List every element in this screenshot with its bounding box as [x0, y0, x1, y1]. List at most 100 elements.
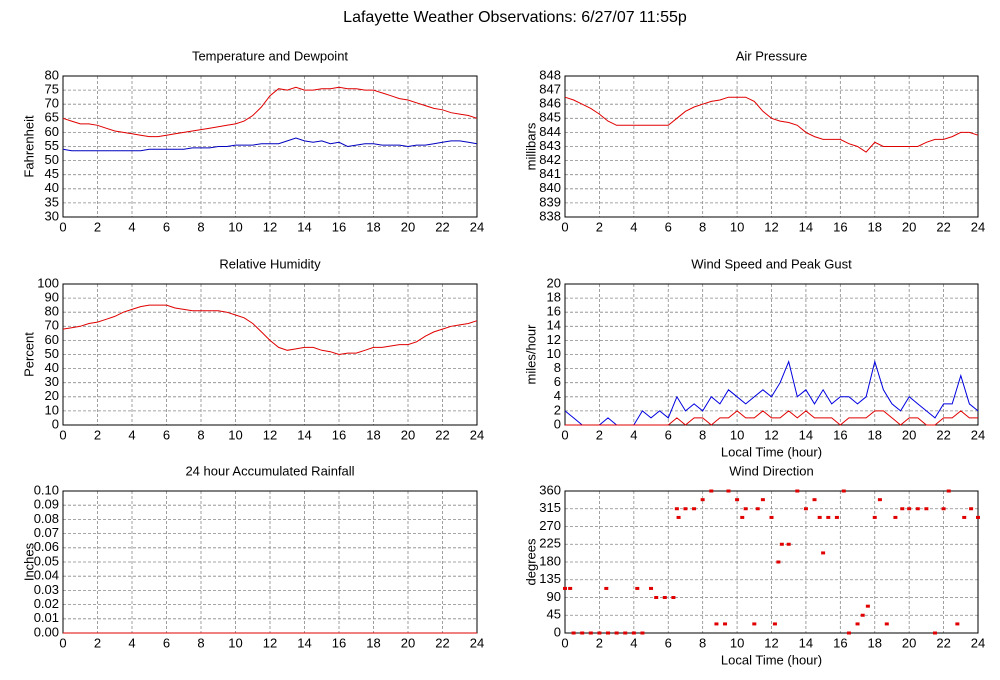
data-point	[884, 622, 889, 626]
y-tick-label: 100	[37, 275, 59, 290]
data-point	[907, 507, 912, 511]
x-tick-label: 0	[561, 427, 568, 442]
y-tick-label: 4	[554, 388, 561, 403]
data-point	[812, 498, 817, 502]
x-tick-label: 18	[366, 635, 380, 650]
chart-title: Relative Humidity	[219, 256, 321, 271]
x-tick-label: 22	[435, 219, 449, 234]
x-tick-label: 24	[470, 219, 484, 234]
y-tick-label: 8	[554, 360, 561, 375]
y-tick-label: 845	[539, 110, 561, 125]
y-tick-label: 65	[45, 110, 59, 125]
x-tick-label: 18	[868, 219, 882, 234]
chart-title: Wind Speed and Peak Gust	[691, 256, 852, 271]
x-tick-label: 10	[228, 219, 242, 234]
x-tick-label: 8	[197, 635, 204, 650]
data-point	[772, 622, 777, 626]
data-line	[62, 137, 478, 152]
data-point	[946, 489, 951, 493]
y-tick-label: 40	[45, 360, 59, 375]
plot-frame	[62, 283, 478, 426]
page-title: Lafayette Weather Observations: 6/27/07 …	[343, 9, 687, 26]
data-point	[795, 489, 800, 493]
y-tick-label: 838	[539, 208, 561, 223]
x-tick-label: 24	[971, 635, 985, 650]
y-tick-label: 839	[539, 194, 561, 209]
x-tick-label: 20	[902, 635, 916, 650]
y-tick-label: 0	[52, 416, 59, 431]
y-tick-label: 180	[539, 553, 561, 568]
x-tick-label: 4	[128, 427, 135, 442]
data-point	[654, 596, 659, 599]
data-point	[841, 489, 846, 493]
y-tick-label: 14	[547, 318, 561, 333]
data-point	[743, 507, 748, 511]
x-tick-label: 2	[596, 427, 603, 442]
data-line	[62, 86, 478, 138]
x-tick-label: 4	[128, 635, 135, 650]
data-point	[604, 586, 609, 590]
data-point	[755, 507, 760, 511]
x-tick-label: 14	[297, 427, 311, 442]
data-point	[769, 515, 774, 519]
x-tick-label: 22	[936, 427, 950, 442]
x-tick-label: 20	[902, 219, 916, 234]
data-point	[709, 489, 714, 493]
data-point	[834, 515, 839, 519]
x-tick-label: 18	[868, 427, 882, 442]
x-axis-label: Local Time (hour)	[721, 444, 822, 459]
data-point	[623, 631, 628, 635]
x-tick-label: 8	[699, 219, 706, 234]
data-point	[671, 596, 676, 599]
data-point	[640, 631, 645, 635]
y-tick-label: 35	[45, 194, 59, 209]
y-tick-label: 55	[45, 138, 59, 153]
x-tick-label: 24	[971, 427, 985, 442]
y-tick-label: 0	[554, 624, 561, 639]
x-tick-label: 14	[799, 219, 813, 234]
x-tick-label: 4	[630, 219, 637, 234]
x-tick-label: 16	[332, 635, 346, 650]
data-point	[976, 515, 980, 519]
y-tick-label: 0.05	[34, 553, 59, 568]
data-point	[860, 613, 865, 617]
y-tick-label: 60	[45, 332, 59, 347]
data-point	[740, 515, 745, 519]
data-point	[723, 622, 728, 626]
data-point	[631, 631, 636, 635]
data-point	[588, 631, 593, 635]
x-tick-label: 14	[799, 427, 813, 442]
data-point	[649, 586, 654, 590]
plot-frame	[62, 75, 478, 218]
x-tick-label: 0	[561, 219, 568, 234]
y-tick-label: 844	[539, 124, 561, 139]
x-axis-label: Local Time (hour)	[721, 652, 822, 667]
y-tick-label: 0.03	[34, 582, 59, 597]
y-tick-label: 40	[45, 180, 59, 195]
chart-title: Temperature and Dewpoint	[192, 48, 348, 63]
data-line	[564, 96, 979, 153]
data-line	[565, 410, 978, 426]
y-tick-label: 18	[547, 290, 561, 305]
x-tick-label: 16	[833, 219, 847, 234]
data-point	[580, 631, 585, 635]
y-tick-label: 30	[45, 208, 59, 223]
y-tick-label: 70	[45, 96, 59, 111]
y-tick-label: 10	[45, 402, 59, 417]
x-tick-label: 10	[730, 219, 744, 234]
x-tick-label: 22	[435, 635, 449, 650]
x-tick-label: 12	[263, 219, 277, 234]
x-tick-label: 20	[902, 427, 916, 442]
x-tick-label: 12	[263, 427, 277, 442]
data-point	[692, 507, 697, 511]
y-tick-label: 848	[539, 67, 561, 82]
y-tick-label: 0.02	[34, 596, 59, 611]
x-tick-label: 4	[630, 427, 637, 442]
y-tick-label: 0	[554, 416, 561, 431]
plot-frame	[564, 75, 979, 218]
chart-title: Air Pressure	[736, 48, 808, 63]
x-tick-label: 4	[128, 219, 135, 234]
y-tick-label: 0.09	[34, 497, 59, 512]
x-tick-label: 6	[665, 635, 672, 650]
data-point	[915, 507, 920, 511]
